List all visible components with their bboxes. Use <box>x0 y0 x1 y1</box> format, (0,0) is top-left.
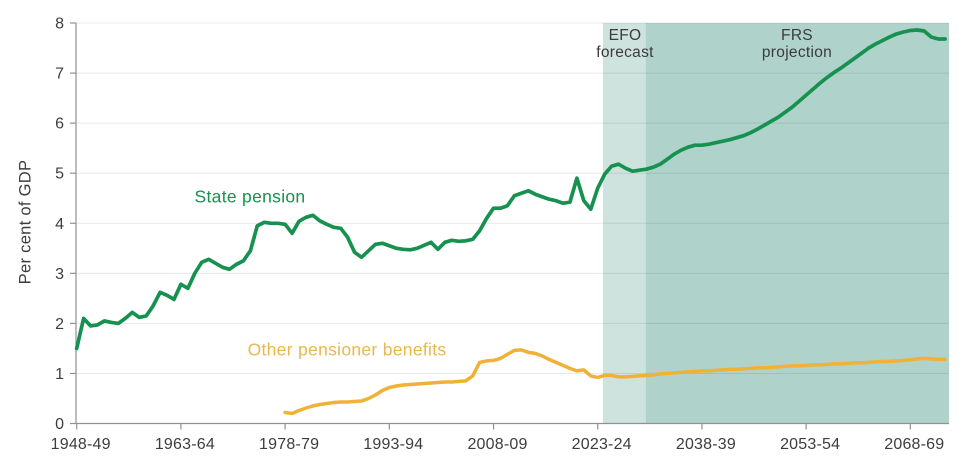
x-tick-label: 1993-94 <box>363 436 423 453</box>
x-tick-label: 2023-24 <box>572 436 632 453</box>
x-tick-label: 2068-69 <box>884 436 944 453</box>
y-tick-label: 2 <box>55 316 64 333</box>
series-line-other-pensioner-benefits <box>283 348 947 416</box>
x-tick-label: 2008-09 <box>467 436 527 453</box>
y-tick-label: 8 <box>55 16 64 33</box>
efo-label-line2: forecast <box>596 44 654 61</box>
series-line-state-pension <box>74 28 947 351</box>
y-tick-label: 0 <box>55 416 64 433</box>
frs-projection-label: FRS projection <box>762 27 832 61</box>
forecast-bands <box>602 23 949 424</box>
x-tick-label: 1948-49 <box>51 436 111 453</box>
y-tick-label: 5 <box>55 166 64 183</box>
x-tick-label: 2038-39 <box>676 436 736 453</box>
y-tick-label: 6 <box>55 116 64 133</box>
frs-label-line2: projection <box>761 44 833 61</box>
band-frs-projection <box>645 23 949 424</box>
frs-label-line1: FRS <box>781 27 813 44</box>
series-label-state-pension: State pension <box>194 186 306 207</box>
x-tick-label: 1978-79 <box>259 436 319 453</box>
efo-label-line1: EFO <box>608 27 642 44</box>
efo-forecast-label: EFO forecast <box>596 27 654 61</box>
data-series <box>74 28 947 416</box>
y-tick-label: 4 <box>55 216 64 233</box>
y-tick-label: 1 <box>55 366 64 383</box>
y-axis-title: Per cent of GDP <box>16 159 35 285</box>
x-tick-label: 2053-54 <box>780 436 840 453</box>
y-tick-label: 7 <box>55 66 64 83</box>
axes: 0 1 2 3 4 5 6 7 8 1948-49 1963-64 1978-79 1993-94 200… <box>51 16 949 453</box>
y-tick-label: 3 <box>55 266 64 283</box>
band-efo-forecast <box>602 23 646 424</box>
x-tick-label: 1963-64 <box>155 436 215 453</box>
series-label-other-pensioner-benefits: Other pensioner benefits <box>247 339 447 360</box>
gridlines <box>76 22 949 374</box>
